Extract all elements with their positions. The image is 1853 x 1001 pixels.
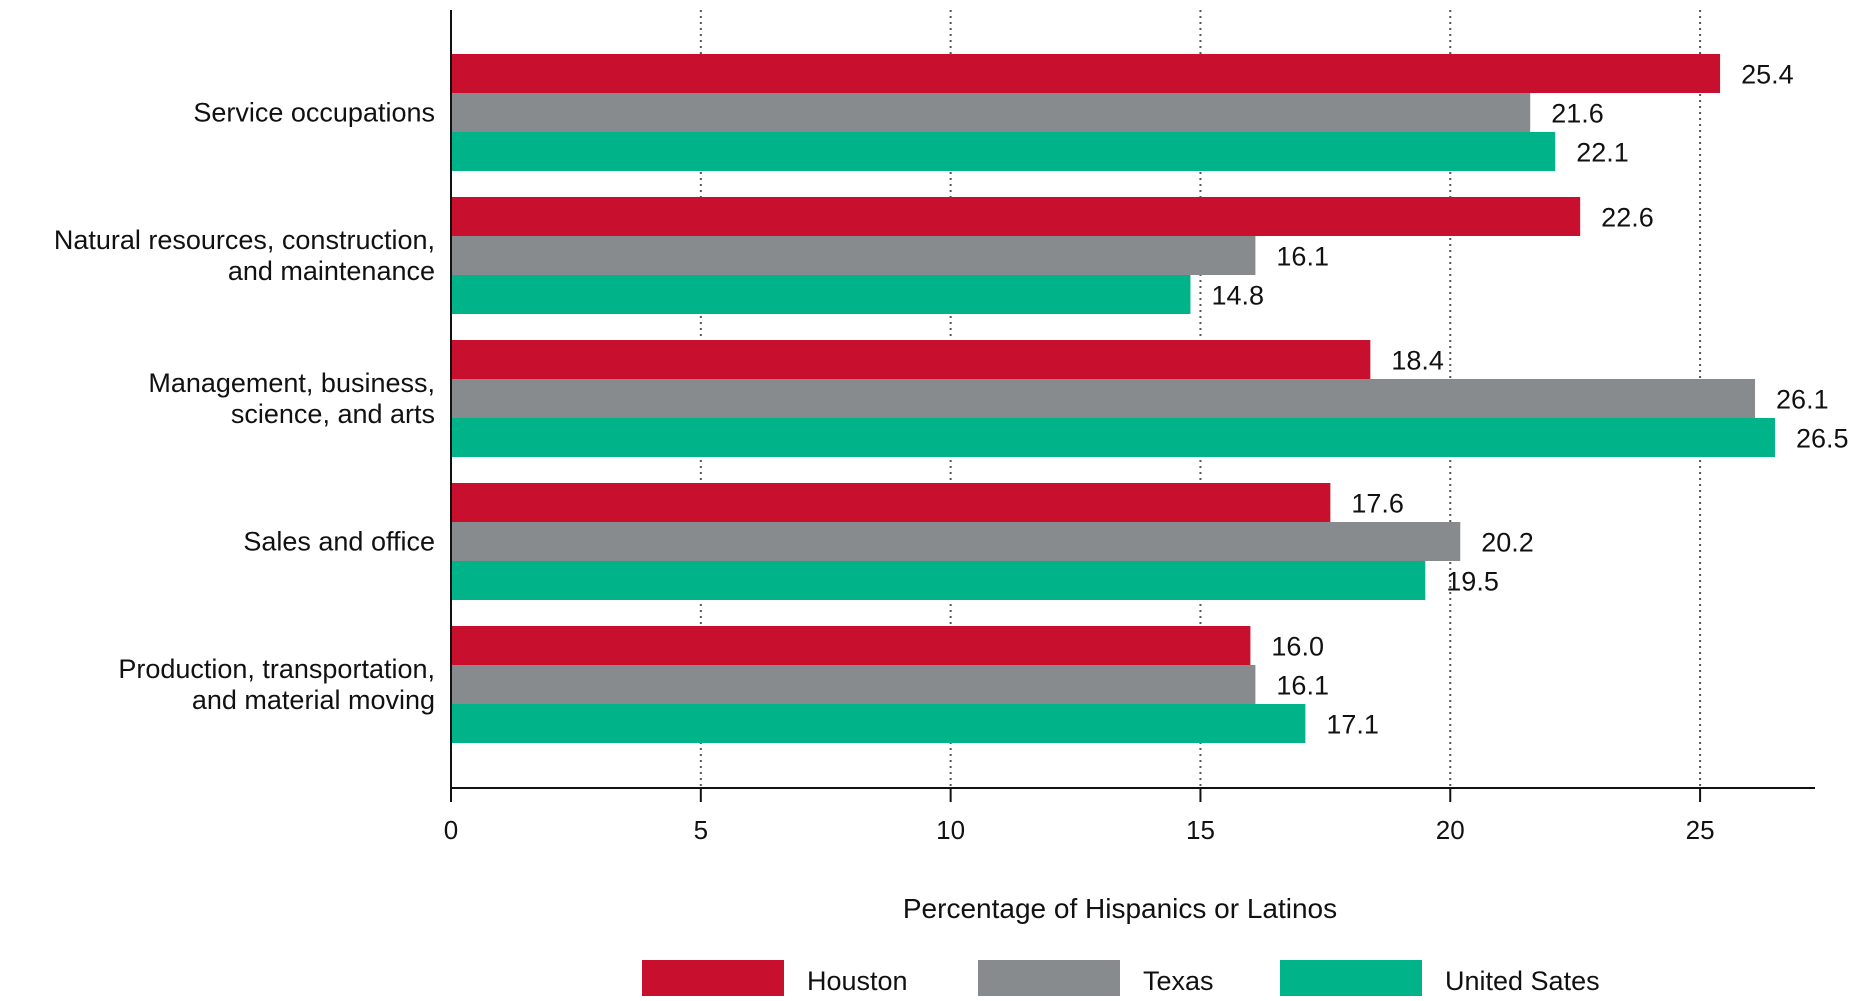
bar [451, 665, 1256, 704]
legend: Houston Texas United Sates [642, 960, 1600, 996]
data-label: 18.4 [1391, 346, 1444, 376]
axes [450, 10, 1815, 802]
bar [451, 522, 1461, 561]
bar [451, 54, 1721, 93]
legend-swatch [642, 960, 784, 996]
bar [451, 704, 1306, 743]
data-label: 17.6 [1351, 489, 1404, 519]
bars [451, 54, 1776, 743]
bar [451, 275, 1191, 314]
x-tick-label: 10 [936, 815, 965, 845]
legend-label: United Sates [1445, 966, 1600, 996]
x-tick-label: 25 [1686, 815, 1715, 845]
x-axis-title: Percentage of Hispanics or Latinos [903, 893, 1337, 924]
data-label: 26.1 [1776, 385, 1829, 415]
legend-label: Texas [1143, 966, 1214, 996]
category-label: Production, transportation, [118, 654, 435, 684]
category-label: Management, business, [148, 368, 435, 398]
category-label: and material moving [192, 685, 435, 715]
data-label: 22.1 [1576, 138, 1629, 168]
category-label: Service occupations [193, 98, 435, 128]
data-label: 14.8 [1211, 281, 1264, 311]
x-tick-label: 0 [444, 815, 458, 845]
bar [451, 626, 1251, 665]
data-label: 26.5 [1796, 424, 1849, 454]
x-tick-label: 5 [694, 815, 708, 845]
bar [451, 340, 1371, 379]
data-label: 16.1 [1276, 671, 1329, 701]
bar [451, 418, 1776, 457]
legend-swatch [1280, 960, 1422, 996]
x-tick-label: 15 [1186, 815, 1215, 845]
data-label: 21.6 [1551, 99, 1604, 129]
data-label: 16.1 [1276, 242, 1329, 272]
data-label: 17.1 [1326, 710, 1379, 740]
category-label: and maintenance [228, 256, 435, 286]
bar [451, 236, 1256, 275]
data-label: 16.0 [1271, 632, 1324, 662]
bar [451, 93, 1531, 132]
bar [451, 483, 1331, 522]
bar [451, 561, 1426, 600]
bar [451, 197, 1581, 236]
bar [451, 132, 1556, 171]
category-label: science, and arts [231, 399, 435, 429]
data-label: 20.2 [1481, 528, 1534, 558]
data-label: 22.6 [1601, 203, 1654, 233]
category-label: Sales and office [243, 527, 435, 557]
legend-swatch [978, 960, 1120, 996]
data-label: 19.5 [1446, 567, 1499, 597]
labels: 0 5 10 15 20 25 25.4 21.6 22.1 Service occupation… [54, 60, 1849, 846]
legend-label: Houston [807, 966, 908, 996]
bar [451, 379, 1756, 418]
x-tick-label: 20 [1436, 815, 1465, 845]
data-label: 25.4 [1741, 60, 1794, 90]
category-label: Natural resources, construction, [54, 225, 435, 255]
